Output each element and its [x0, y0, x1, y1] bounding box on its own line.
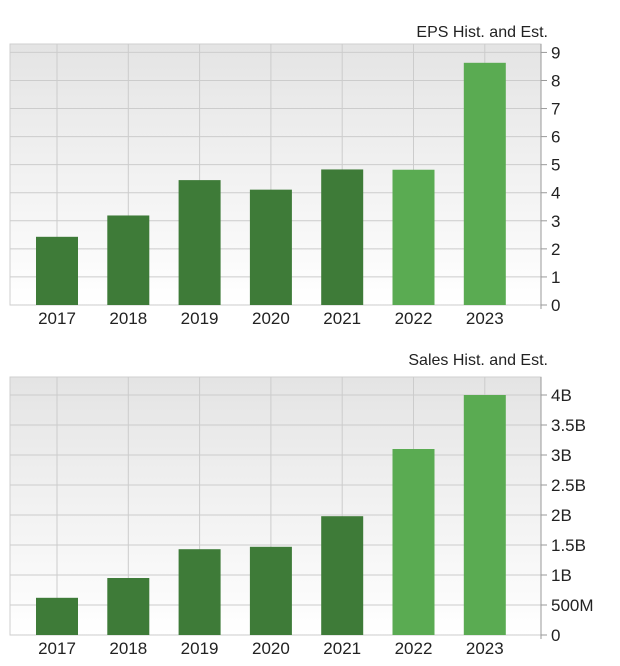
- x-tick-label: 2019: [181, 309, 219, 328]
- y-tick-label: 8: [551, 71, 560, 90]
- y-tick-label: 1: [551, 268, 560, 287]
- x-tick-label: 2017: [38, 309, 76, 328]
- y-tick-label: 5: [551, 156, 560, 175]
- x-tick-label: 2021: [323, 309, 361, 328]
- bar-2019: [178, 180, 221, 305]
- x-tick-label: 2018: [109, 639, 147, 658]
- x-tick-label: 2023: [466, 639, 504, 658]
- bar-2020: [249, 189, 292, 305]
- bar-2018: [107, 215, 150, 305]
- bar-2018: [107, 578, 150, 635]
- y-tick-label: 0: [551, 296, 560, 315]
- y-tick-label: 2B: [551, 506, 572, 525]
- y-tick-label: 7: [551, 100, 560, 119]
- y-tick-label: 3B: [551, 446, 572, 465]
- x-tick-label: 2018: [109, 309, 147, 328]
- sales-chart-title: Sales Hist. and Est.: [408, 352, 548, 369]
- bar-2023: [463, 62, 506, 306]
- x-tick-label: 2021: [323, 639, 361, 658]
- x-tick-label: 2019: [181, 639, 219, 658]
- bar-2019: [178, 549, 221, 635]
- eps-chart-title: EPS Hist. and Est.: [416, 24, 548, 41]
- y-tick-label: 2: [551, 240, 560, 259]
- y-tick-label: 3: [551, 212, 560, 231]
- x-tick-label: 2022: [395, 639, 433, 658]
- bar-2023: [463, 395, 506, 635]
- bar-2022: [392, 449, 435, 635]
- bar-2022: [392, 169, 435, 305]
- y-tick-label: 0: [551, 626, 560, 645]
- x-tick-label: 2020: [252, 639, 290, 658]
- y-tick-label: 1.5B: [551, 536, 586, 555]
- eps-chart: 0 1 2 3 4 5 6 7 8 9 2017 2018 2019 2020 2021 2022 2023: [9, 43, 560, 328]
- x-tick-label: 2017: [38, 639, 76, 658]
- x-tick-label: 2022: [395, 309, 433, 328]
- y-tick-label: 2.5B: [551, 476, 586, 495]
- bar-2021: [321, 169, 364, 305]
- bar-2017: [36, 236, 78, 305]
- bar-2020: [249, 546, 292, 635]
- y-tick-label: 1B: [551, 566, 572, 585]
- x-tick-label: 2023: [466, 309, 504, 328]
- x-tick-label: 2020: [252, 309, 290, 328]
- y-tick-label: 4B: [551, 386, 572, 405]
- sales-chart: 0 500M 1B 1.5B 2B 2.5B 3B 3.5B 4B 2017 2018 2019 202…: [9, 376, 594, 658]
- y-tick-label: 9: [551, 43, 560, 62]
- y-tick-label: 4: [551, 184, 560, 203]
- y-tick-label: 3.5B: [551, 416, 586, 435]
- bar-2021: [321, 516, 364, 635]
- y-tick-label: 6: [551, 128, 560, 147]
- bar-2017: [36, 597, 78, 635]
- y-tick-label: 500M: [551, 596, 594, 615]
